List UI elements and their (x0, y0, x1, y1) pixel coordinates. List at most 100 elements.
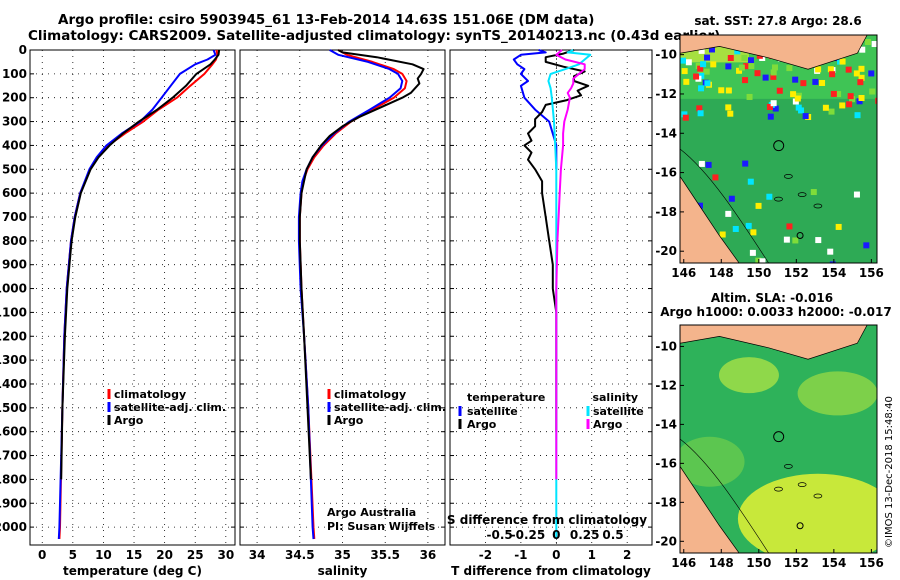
difference-series-salinity-argo (555, 49, 586, 480)
sst-pixel (743, 63, 750, 70)
sst-pixel (853, 191, 860, 198)
sst-pixel (815, 237, 822, 244)
sst-pixel (725, 210, 732, 217)
temperature-xtick-label: 10 (95, 548, 112, 562)
temperature-legend-label: climatology (114, 388, 186, 401)
sla-island (783, 464, 793, 469)
sst-pixel (798, 107, 805, 114)
difference-xlabel-secondary: S difference from climatology (447, 513, 647, 527)
sst-pixel (830, 90, 837, 97)
sst-pixel (839, 102, 846, 109)
sst-pixel (819, 79, 826, 86)
sst-pixel (712, 174, 719, 181)
sst-argo-marker-2 (796, 231, 804, 239)
salinity-xtick-label: 35 (334, 548, 351, 562)
sst-pixel (727, 110, 734, 117)
sst-pixel (875, 97, 877, 104)
sst-pixel (835, 223, 842, 230)
sst-pixel (762, 74, 769, 81)
sst-pixel (727, 54, 734, 61)
sst-pixel (786, 223, 793, 230)
diff-legend-temperature-label: Argo (467, 418, 497, 431)
sla-xtick-label: 148 (709, 556, 734, 570)
sst-xtick-label: 154 (821, 266, 846, 280)
depth-tick-label: 600 (2, 186, 27, 200)
sst-pixel (794, 95, 801, 102)
salinity-xtick-label: 34 (249, 548, 266, 562)
difference-secondary-xtick-label: 0.5 (602, 528, 623, 542)
sst-pixel (829, 261, 836, 263)
sst-island (774, 196, 783, 202)
sst-pixel (750, 229, 757, 236)
sst-pixel (770, 73, 777, 80)
sst-pixel (745, 222, 752, 229)
sst-pixel (827, 248, 834, 255)
diff-legend-temperature-label: satellite (467, 405, 518, 418)
sst-pixel (828, 108, 835, 115)
sst-pixel (835, 91, 842, 98)
header-line-1: Argo profile: csiro 5903945_61 13-Feb-20… (58, 12, 595, 28)
sst-pixel (742, 160, 749, 167)
depth-tick-label: 300 (2, 115, 27, 129)
depth-tick-label: 700 (2, 210, 27, 224)
sst-pixel (810, 189, 817, 196)
sla-land-png (680, 325, 868, 360)
sst-land-png (680, 35, 868, 70)
sst-pixel (698, 85, 705, 92)
sst-pixel (718, 87, 725, 94)
sst-pixel (770, 69, 777, 76)
temperature-legend-label: satellite-adj. clim. (114, 401, 226, 414)
sst-pixel (747, 178, 754, 185)
sst-pixel (696, 105, 703, 112)
diff-legend-salinity-label: Argo (593, 418, 623, 431)
difference-secondary-xtick-label: 0.25 (570, 528, 600, 542)
sst-pixel (732, 225, 739, 232)
sst-pixel (725, 87, 732, 94)
credit-line-2: PI: Susan Wijffels (327, 520, 436, 533)
sst-pixel (703, 68, 710, 75)
sst-pixel (680, 57, 687, 64)
sla-ytick-label: -12 (655, 378, 677, 392)
sla-high2 (718, 357, 779, 394)
sst-pixel (683, 78, 690, 85)
depth-tick-label: 900 (2, 258, 27, 272)
sst-pixel (802, 113, 809, 120)
header-line-2: Climatology: CARS2009. Satellite-adjuste… (28, 28, 721, 44)
sst-pixel (767, 113, 774, 120)
sst-pixel (846, 101, 853, 108)
depth-tick-label: 800 (2, 234, 27, 248)
depth-tick-label: 1400 (0, 377, 27, 391)
sla-map (679, 324, 878, 554)
sst-pixel (725, 104, 732, 111)
sst-ytick-label: -16 (655, 166, 677, 180)
sla-map-subtitle: Argo h1000: 0.0033 h2000: -0.017 (660, 305, 891, 319)
imos-watermark: ©IMOS 13-Dec-2018 15:48:40 (884, 396, 895, 548)
sst-pixel (741, 54, 748, 61)
sla-high (737, 473, 877, 553)
salinity-series-argo (298, 49, 425, 480)
depth-tick-label: 2000 (0, 520, 27, 534)
sst-pixel (685, 59, 692, 66)
sla-ytick-label: -20 (655, 534, 677, 548)
sst-pixel (772, 105, 779, 112)
sst-pixel (771, 64, 778, 71)
salinity-xtick-label: 36 (420, 548, 437, 562)
sla-island (797, 482, 807, 487)
sla-xtick-label: 150 (746, 556, 771, 570)
sla-argo-marker (773, 431, 785, 443)
sst-pixel (738, 64, 745, 71)
difference-secondary-xtick-label: -0.25 (511, 528, 546, 542)
difference-xtick-label: -1 (514, 548, 527, 562)
sst-pixel (698, 47, 705, 54)
sst-ytick-label: -18 (655, 205, 677, 219)
depth-tick-label: 1800 (0, 472, 27, 486)
temperature-xtick-label: 5 (69, 548, 77, 562)
sla-map-title: Altim. SLA: -0.016 (711, 291, 833, 305)
difference-xtick-label: -2 (479, 548, 492, 562)
depth-tick-label: 1100 (0, 305, 27, 319)
sst-pixel (697, 65, 704, 72)
sst-xtick-label: 150 (746, 266, 771, 280)
salinity-xlabel: salinity (318, 564, 368, 578)
sst-pixel (736, 67, 743, 74)
difference-secondary-xtick-label: 0 (552, 528, 560, 542)
